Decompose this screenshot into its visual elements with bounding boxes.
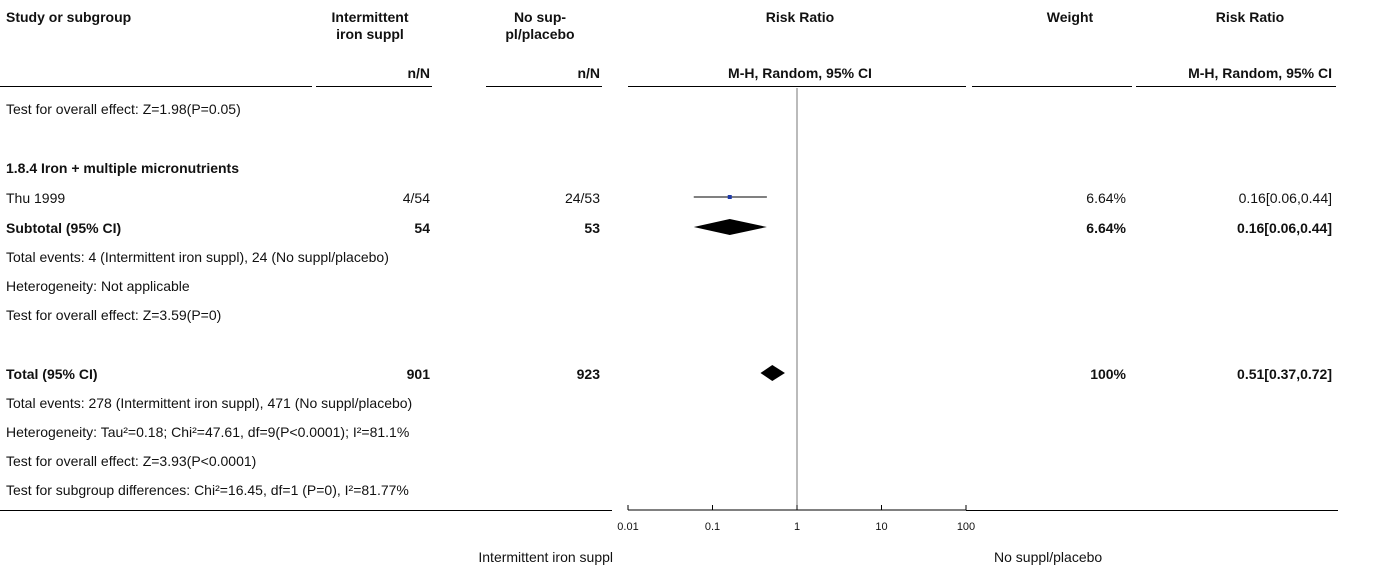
subgroup-heading: 1.8.4 Iron + multiple micronutrients	[6, 160, 239, 176]
header-rule-group1	[316, 86, 432, 87]
x-axis-tick-label: 0.01	[617, 521, 638, 533]
subtotal-test-overall: Test for overall effect: Z=3.59(P=0)	[6, 307, 222, 323]
header-risk-ratio-right: Risk Ratio	[1215, 9, 1285, 25]
header-study-or-subgroup: Study or subgroup	[6, 9, 132, 25]
total-group1: 901	[406, 366, 430, 382]
header-rule-group2	[486, 86, 602, 87]
total-test-overall: Test for overall effect: Z=3.93(P<0.0001…	[6, 453, 257, 469]
subtotal-diamond	[693, 219, 767, 235]
study-events-group2: 24/53	[564, 190, 600, 206]
subtotal-total-group1: 54	[414, 220, 430, 236]
study-effect-marker	[727, 195, 732, 199]
header-method-right: M-H, Random, 95% CI	[1188, 65, 1332, 81]
total-weight: 100%	[1090, 366, 1126, 382]
subtotal-heterogeneity: Heterogeneity: Not applicable	[6, 278, 190, 294]
header-group2-line2: pl/placebo	[505, 26, 575, 42]
study-effect-ci: 0.16[0.06,0.44]	[1238, 190, 1332, 206]
subtotal-effect-ci: 0.16[0.06,0.44]	[1237, 220, 1332, 236]
x-axis-tick-label: 100	[957, 521, 975, 533]
header-method: M-H, Random, 95% CI	[728, 65, 872, 81]
bottom-rule-right	[966, 510, 1338, 511]
total-effect-ci: 0.51[0.37,0.72]	[1237, 366, 1332, 382]
header-n-over-n-group2: n/N	[577, 65, 600, 81]
header-group1-line1: Intermittent	[331, 9, 409, 25]
subtotal-total-group2: 53	[584, 220, 600, 236]
header-rule-ci	[1136, 86, 1336, 87]
header-n-over-n-group1: n/N	[407, 65, 430, 81]
bottom-rule-left	[0, 510, 612, 511]
favours-right-label: No suppl/placebo	[994, 549, 1103, 565]
study-weight: 6.64%	[1086, 190, 1126, 206]
header-group2-line1: No sup-	[513, 9, 567, 25]
test-overall-effect-previous: Test for overall effect: Z=1.98(P=0.05)	[6, 101, 241, 117]
favours-left-label: Intermittent iron suppl	[478, 549, 613, 565]
x-axis-tick-label: 0.1	[705, 521, 720, 533]
study-name: Thu 1999	[6, 190, 66, 206]
total-label: Total (95% CI)	[6, 366, 98, 382]
total-heterogeneity: Heterogeneity: Tau²=0.18; Chi²=47.61, df…	[6, 424, 410, 440]
total-group2: 923	[576, 366, 600, 382]
x-axis-tick-label: 10	[875, 521, 887, 533]
header-rule-plot	[628, 86, 966, 87]
header-rule-weight	[972, 86, 1132, 87]
header-group1-line2: iron suppl	[336, 26, 404, 42]
subtotal-weight: 6.64%	[1086, 220, 1126, 236]
x-axis-tick-label: 1	[794, 521, 800, 533]
study-events-group1: 4/54	[402, 190, 430, 206]
subgroup-differences: Test for subgroup differences: Chi²=16.4…	[6, 482, 409, 498]
header-weight: Weight	[1046, 9, 1094, 25]
header-rule-study	[0, 86, 312, 87]
subtotal-label: Subtotal (95% CI)	[6, 220, 122, 236]
total-events: Total events: 278 (Intermittent iron sup…	[6, 395, 413, 411]
header-risk-ratio: Risk Ratio	[765, 9, 835, 25]
subtotal-events: Total events: 4 (Intermittent iron suppl…	[6, 249, 389, 265]
total-diamond	[760, 365, 785, 381]
